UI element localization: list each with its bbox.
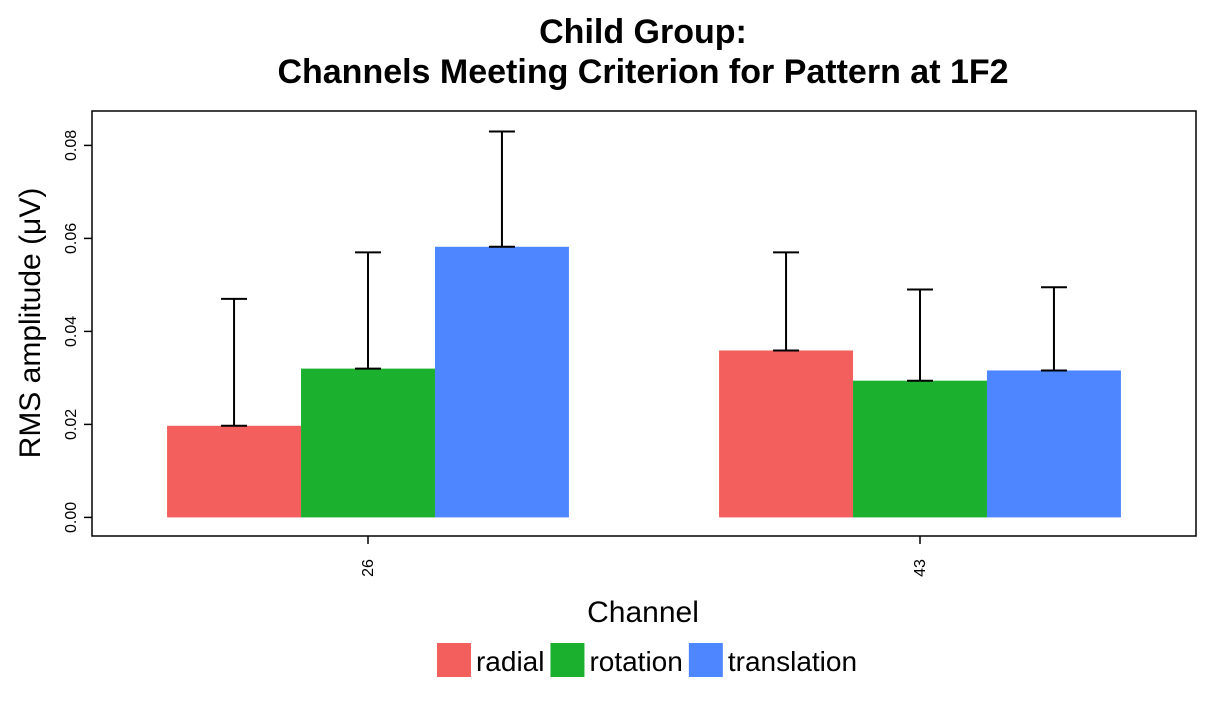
legend-label: radial	[476, 646, 544, 677]
error-bars	[221, 130, 1067, 427]
legend-swatch	[688, 643, 723, 677]
error-bar-translation-43	[1040, 286, 1067, 372]
y-tick-label: 0.08	[63, 130, 80, 161]
y-axis-title: RMS amplitude (μV)	[14, 188, 47, 459]
error-bar-rotation-26	[355, 251, 381, 370]
bars	[167, 246, 1121, 518]
y-tick-label: 0.06	[63, 223, 80, 254]
y-axis: 0.00 0.02 0.04 0.06 0.08	[63, 130, 92, 533]
legend-item-translation: translation	[688, 643, 857, 677]
x-axis-title: Channel	[587, 596, 699, 629]
error-bar-radial-43	[773, 251, 800, 352]
bar-translation-26	[434, 246, 569, 518]
y-tick-label: 0.04	[63, 316, 80, 347]
x-tick-label: 26	[360, 559, 377, 577]
bar-radial-26	[167, 425, 302, 518]
x-tick-label: 43	[912, 559, 929, 577]
legend-label: rotation	[589, 646, 682, 677]
bar-radial-43	[719, 350, 854, 518]
bar-rotation-26	[301, 368, 435, 518]
error-bar-translation-26	[488, 130, 515, 248]
legend-item-rotation: rotation	[550, 643, 683, 677]
bar-rotation-43	[853, 380, 987, 518]
chart-subtitle: Channels Meeting Criterion for Pattern a…	[277, 53, 1008, 91]
plot-frame	[91, 110, 1197, 537]
error-bar-radial-26	[221, 297, 248, 427]
legend: radial rotation translation	[436, 643, 857, 677]
legend-item-radial: radial	[436, 643, 544, 677]
legend-swatch	[550, 643, 585, 677]
error-bar-rotation-43	[907, 288, 933, 382]
x-axis: 26 43	[360, 536, 929, 577]
legend-label: translation	[728, 646, 857, 677]
y-tick-label: 0.02	[63, 409, 80, 440]
legend-swatch	[436, 643, 471, 677]
y-tick-label: 0.00	[63, 502, 80, 533]
chart-title: Child Group:	[539, 13, 747, 51]
bar-translation-43	[986, 370, 1121, 518]
